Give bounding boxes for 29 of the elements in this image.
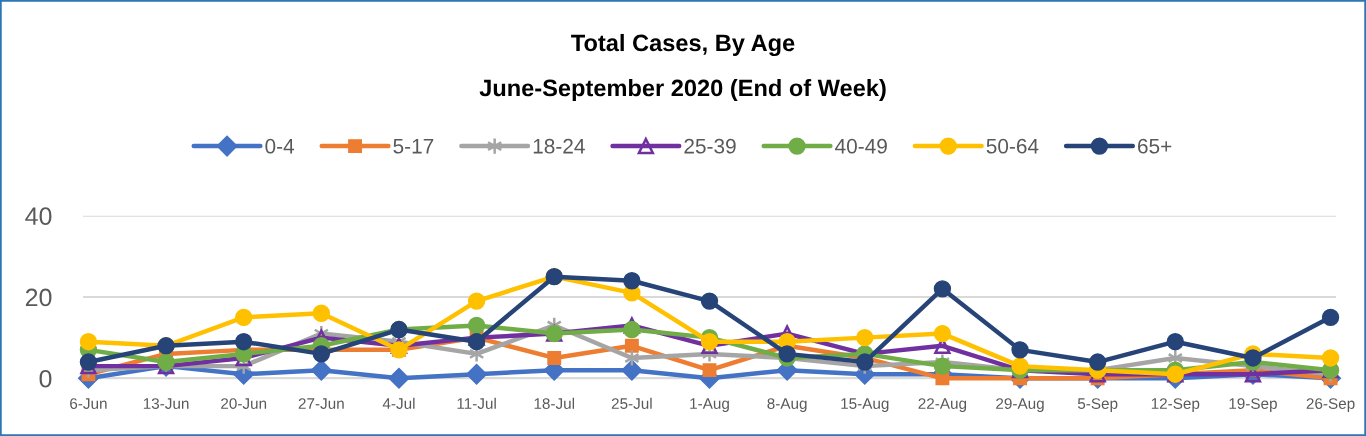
x-tick-label: 13-Jun [143,398,189,409]
x-tick-label: 18-Jul [534,397,575,409]
chart-subtitle: June-September 2020 (End of Week) [479,79,886,101]
x-tick-label: 26-Sep [1306,398,1355,412]
legend-label: 0-4 [265,138,295,154]
x-tick-label: 19-Sep [1229,398,1277,412]
legend-label: 5-17 [393,139,434,154]
x-tick-label: 22-Aug [918,398,967,412]
x-tick-label: 20-Jun [221,398,267,409]
legend-label: 40-49 [835,138,887,154]
x-tick-label: 4-Jul [382,397,415,409]
legend-label: 65+ [1138,138,1172,154]
x-tick-label: 12-Sep [1151,398,1200,412]
x-tick-label: 15-Aug [841,398,889,412]
x-tick-label: 8-Aug [767,398,807,412]
x-tick-label: 29-Aug [996,398,1044,412]
x-tick-label: 6-Jun [70,398,107,409]
y-tick-label: 0 [39,369,52,388]
x-tick-label: 27-Jun [298,398,344,409]
y-tick-label: 20 [25,288,52,307]
x-tick-label: 5-Sep [1077,398,1118,412]
legend-label: 18-24 [533,138,585,154]
y-tick-label: 40 [25,207,52,225]
x-tick-label: 25-Jul [611,397,652,409]
chart-title: Total Cases, By Age [571,33,795,57]
legend-label: 25-39 [684,138,736,154]
x-tick-label: 11-Jul [457,397,496,409]
x-tick-label: 1-Aug [690,398,729,412]
legend-label: 50-64 [986,138,1039,154]
